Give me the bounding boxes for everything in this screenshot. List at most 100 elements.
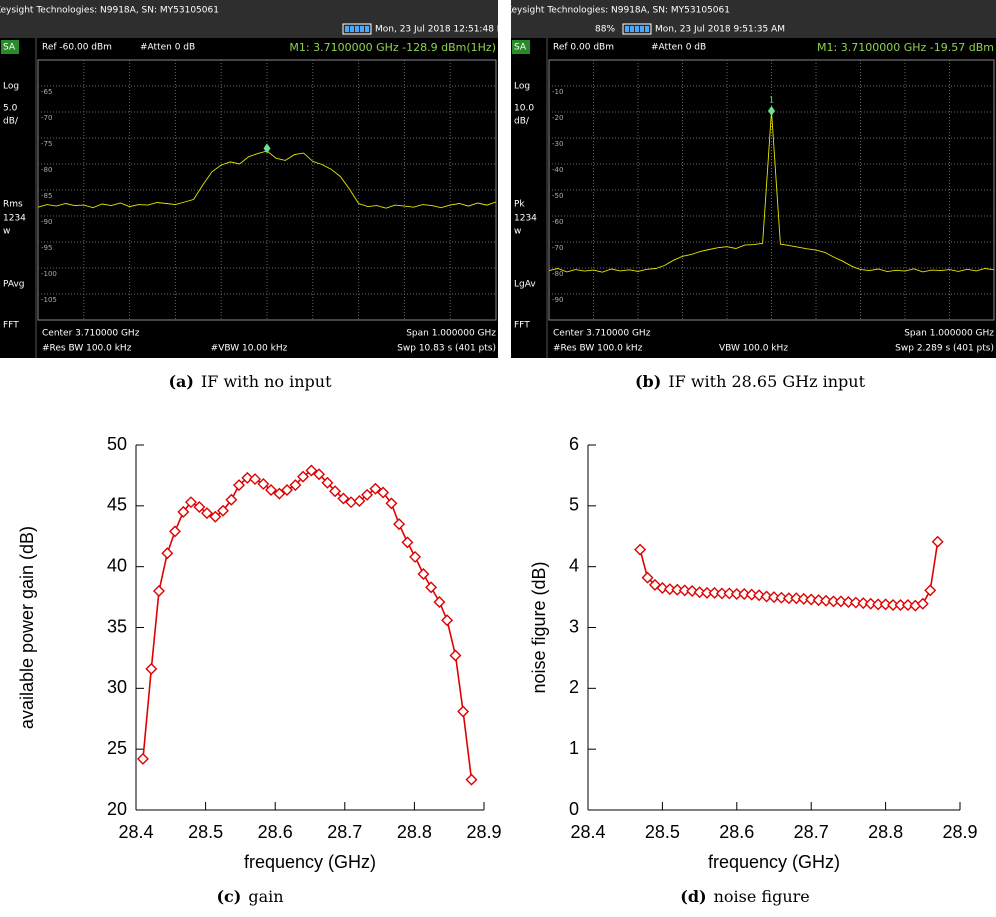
center-freq: Center 3.710000 GHz [553,329,651,339]
y-tick-label: 4 [569,555,579,575]
point [790,592,803,605]
point [297,470,310,483]
point [441,614,454,627]
point [353,494,366,507]
y-tick-label: 35 [107,616,127,636]
point [671,583,684,596]
line-chart: 20 25 30 35 40 45 50 28.4 28.5 28.6 28.7 28.8 28.9 fr… [17,434,502,872]
datetime: Mon, 23 Jul 2018 12:51:48 PM [375,25,510,35]
point [233,479,245,492]
point [305,464,318,477]
point [257,477,270,490]
y-tick-label: -75 [41,140,52,148]
point [193,501,206,514]
marker [263,143,271,154]
caption: (d) noise figure [680,887,809,906]
caption: (a) IF with no input [168,372,332,391]
sidebar-label: dB/ [3,117,19,127]
caption-text: noise figure [714,887,810,906]
point [289,479,302,492]
point [708,586,721,599]
sweep: Swp 10.83 s (401 pts) [397,344,496,354]
point [393,518,406,531]
span: Span 1.000000 GHz [904,329,994,339]
point [177,505,190,518]
point [775,591,788,604]
point [768,591,780,604]
x-tick-label: 28.6 [258,822,293,842]
y-tick-label: -85 [41,192,52,200]
y-tick-label: -80 [552,270,563,278]
battery-cell [625,26,629,32]
y-tick-label: -30 [552,140,563,148]
marker-readout: M1: 3.7100000 GHz -19.57 dBm [817,41,994,54]
point [864,597,877,610]
sidebar-label: 1234 [514,214,537,224]
battery-cell [355,26,359,32]
point [168,525,181,538]
point [377,486,390,499]
point [465,773,478,786]
center-freq: Center 3.710000 GHz [42,329,140,339]
caption-label: (d) [680,887,706,906]
y-axis-label: available power gain (dB) [17,526,37,729]
point [369,482,382,495]
point [161,547,174,560]
battery-cell [645,26,649,32]
point [745,588,758,601]
caption-text: gain [248,887,283,906]
caption-text: IF with 28.65 GHz input [668,372,865,391]
battery-cell [640,26,644,32]
point [656,581,669,594]
sidebar-label: LgAv [514,280,536,290]
y-tick-label: -80 [41,166,52,174]
point [313,468,326,481]
x-tick-label: 28.5 [645,822,680,842]
caption-label: (a) [168,372,194,391]
point [857,597,870,610]
battery-cell [350,26,354,32]
sidebar-label: Rms [3,200,23,210]
x-tick-label: 28.9 [942,822,977,842]
sidebar-label: Pk [514,200,525,210]
point [225,493,238,506]
x-tick-label: 28.8 [868,822,903,842]
point [753,589,766,602]
point [329,485,342,498]
battery-cell [630,26,634,32]
point [417,567,430,580]
sidebar-label: FFT [3,321,19,331]
sidebar-label: w [514,227,521,237]
sidebar-label: SA [3,43,16,53]
point [641,571,654,584]
y-tick-label: -70 [41,114,52,122]
point [273,487,286,500]
attenuation: #Atten 0 dB [651,43,706,53]
point [209,510,222,523]
y-tick-label: -65 [41,88,52,96]
ref-level: Ref -60.00 dBm [42,43,112,53]
y-tick-label: 0 [569,799,579,819]
point [834,595,847,608]
point [152,585,165,597]
y-tick-label: -90 [552,296,563,304]
battery-cell [635,26,639,32]
point [433,595,446,608]
battery-cell [365,26,369,32]
point [924,584,937,597]
y-tick-label: -90 [41,218,52,226]
header-text: Keysight Technologies: N9918A, SN: MY531… [506,6,730,16]
x-tick-label: 28.5 [188,822,223,842]
header-bar [511,0,996,38]
point [449,649,462,662]
point [648,578,661,591]
point [842,595,855,608]
mode-badge [512,40,530,54]
attenuation: #Atten 0 dB [140,43,195,53]
line-chart: 0 1 2 3 4 5 6 28.4 28.5 28.6 28.7 28.8 28.9 frequency… [529,434,978,872]
point [401,536,414,549]
marker-readout: M1: 3.7100000 GHz -128.9 dBm(1Hz) [289,41,496,54]
x-tick-label: 28.9 [466,822,501,842]
point [901,599,914,611]
